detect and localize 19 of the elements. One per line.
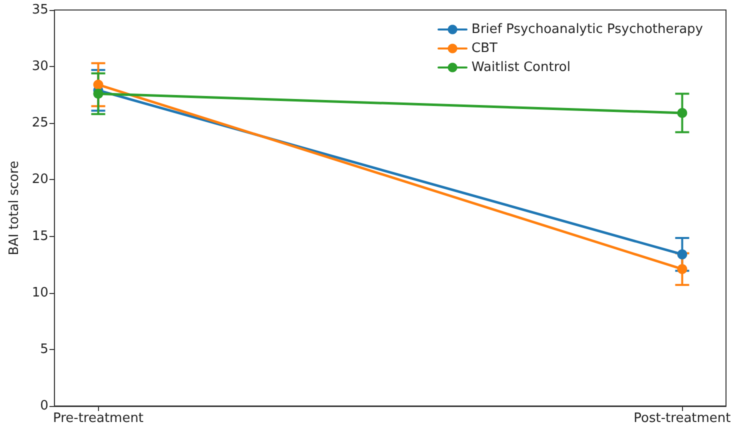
legend-label: CBT <box>472 41 498 56</box>
x-tick-label: Pre-treatment <box>52 411 144 426</box>
point <box>677 264 688 274</box>
legend-label: Brief Psychoanalytic Psychotherapy <box>472 22 704 37</box>
y-tick-label: 10 <box>32 285 48 300</box>
point <box>93 88 104 99</box>
point <box>677 108 688 118</box>
y-tick-label: 25 <box>32 116 48 131</box>
point <box>677 249 688 260</box>
y-tick-label: 5 <box>40 342 48 357</box>
point <box>93 80 104 90</box>
legend-label: Waitlist Control <box>472 60 570 75</box>
y-tick-label: 15 <box>32 228 48 244</box>
y-tick-label: 0 <box>40 398 48 414</box>
y-tick-label: 20 <box>32 172 48 188</box>
y-tick-label: 30 <box>32 59 48 74</box>
y-axis-title: BAI total score <box>7 160 22 256</box>
y-tick-label: 35 <box>32 2 48 18</box>
x-tick-label: Post-treatment <box>634 411 731 426</box>
